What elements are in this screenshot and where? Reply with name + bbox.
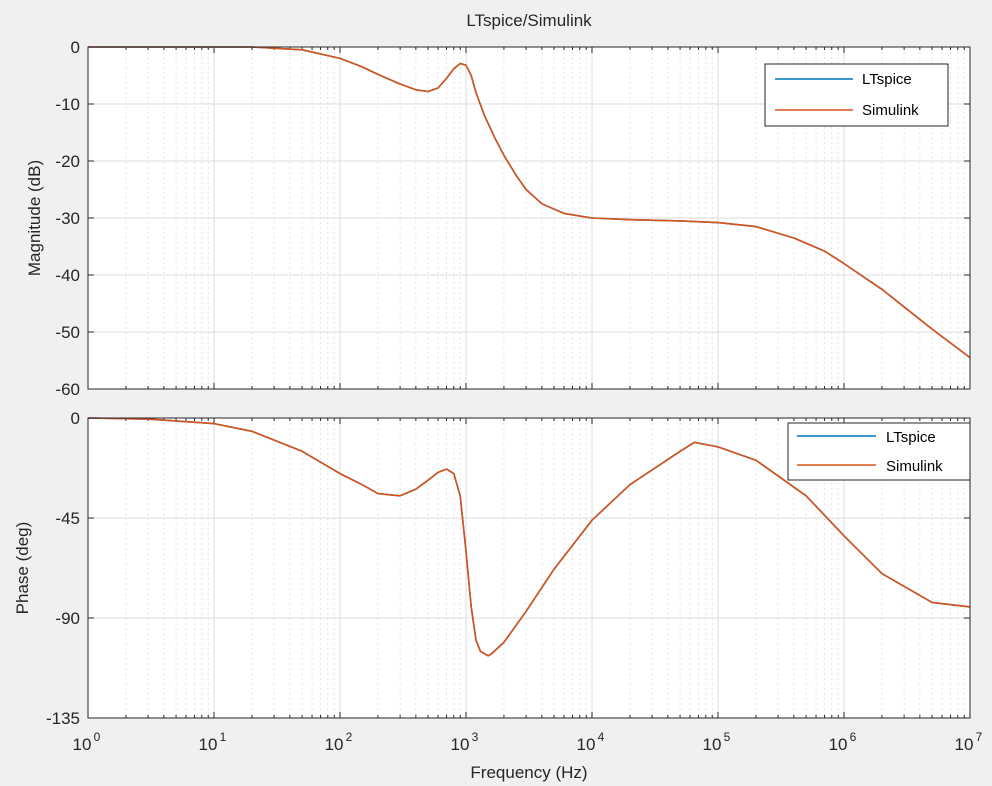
phase-series xyxy=(87,417,971,657)
magnitude-y-tick-label: -10 xyxy=(55,95,80,114)
x-tick-label-exponent: 6 xyxy=(850,730,857,744)
figure-title: LTspice/Simulink xyxy=(466,11,592,30)
legend-simulink-label: Simulink xyxy=(886,458,943,475)
magnitude-series xyxy=(88,46,971,359)
x-axis-tick-labels: 10 0 10 1 10 2 10 3 10 4 10 5 10 6 10 7 xyxy=(73,730,983,754)
phase-y-tick-label: 0 xyxy=(71,409,80,428)
x-tick-label: 10 xyxy=(829,735,848,754)
magnitude-y-tick-label: -20 xyxy=(55,152,80,171)
x-tick-label: 10 xyxy=(955,735,974,754)
x-axis-label: Frequency (Hz) xyxy=(470,763,587,782)
phase-series-simulink xyxy=(87,417,971,657)
x-tick-label: 10 xyxy=(199,735,218,754)
phase-y-tick-label: -45 xyxy=(55,509,80,528)
magnitude-legend: LTspice Simulink xyxy=(764,63,949,127)
magnitude-plot: 0 -10 -20 -30 -40 -50 -60 Magnitude (dB) LTspi… xyxy=(25,38,971,399)
phase-y-ticks: 0 -45 -90 -135 xyxy=(46,409,970,728)
legend-ltspice-label: LTspice xyxy=(862,71,912,88)
x-tick-label: 10 xyxy=(325,735,344,754)
magnitude-y-ticks: 0 -10 -20 -30 -40 -50 -60 xyxy=(55,38,970,399)
magnitude-y-axis-label: Magnitude (dB) xyxy=(25,160,44,276)
x-tick-label-exponent: 1 xyxy=(220,730,227,744)
x-tick-label-exponent: 3 xyxy=(472,730,479,744)
phase-grid xyxy=(88,418,970,718)
x-tick-label: 10 xyxy=(703,735,722,754)
magnitude-y-tick-label: -50 xyxy=(55,323,80,342)
x-tick-label-exponent: 4 xyxy=(598,730,605,744)
phase-y-axis-label: Phase (deg) xyxy=(13,522,32,615)
phase-legend: LTspice Simulink xyxy=(787,422,971,481)
magnitude-y-tick-label: -40 xyxy=(55,266,80,285)
x-tick-label-exponent: 5 xyxy=(724,730,731,744)
phase-y-tick-label: -135 xyxy=(46,709,80,728)
legend-simulink-label: Simulink xyxy=(862,102,919,119)
x-tick-label-exponent: 2 xyxy=(346,730,353,744)
phase-axes-box xyxy=(87,417,971,719)
magnitude-grid xyxy=(88,47,970,389)
magnitude-series-simulink xyxy=(88,46,971,359)
x-tick-label: 10 xyxy=(73,735,92,754)
phase-y-tick-label: -90 xyxy=(55,609,80,628)
phase-plot: 0 -45 -90 -135 Phase (deg) LTspice Simulink xyxy=(13,409,971,728)
legend-ltspice-label: LTspice xyxy=(886,429,936,446)
x-tick-label: 10 xyxy=(577,735,596,754)
magnitude-y-tick-label: -30 xyxy=(55,209,80,228)
x-tick-label-exponent: 7 xyxy=(976,730,983,744)
magnitude-y-tick-label: -60 xyxy=(55,380,80,399)
x-tick-label-exponent: 0 xyxy=(94,730,101,744)
x-tick-label: 10 xyxy=(451,735,470,754)
magnitude-y-tick-label: 0 xyxy=(71,38,80,57)
